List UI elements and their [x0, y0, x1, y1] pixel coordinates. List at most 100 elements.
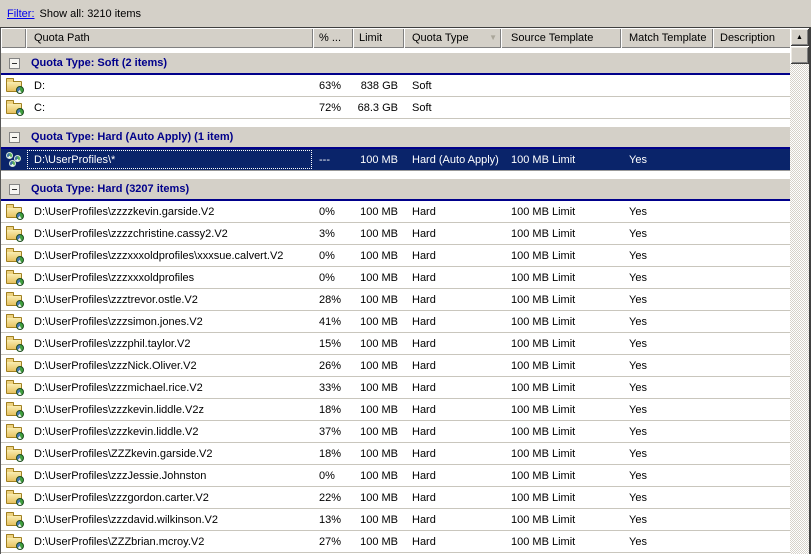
folder-quota-icon: [5, 270, 24, 286]
cell-pct: 72%: [319, 101, 342, 114]
quota-row[interactable]: C: 72% 68.3 GB Soft: [1, 97, 791, 119]
cell-limit: 100 MB: [360, 491, 398, 504]
cell-type: Hard: [412, 469, 436, 482]
quota-row[interactable]: D:\UserProfiles\zzzxxxoldprofiles 0% 100 M…: [1, 267, 791, 289]
collapse-minus-icon[interactable]: [9, 57, 20, 69]
quota-row[interactable]: D: 63% 838 GB Soft: [1, 75, 791, 97]
cell-desc: [713, 421, 791, 442]
cell-source: [501, 75, 621, 96]
cell-type: Hard: [412, 535, 436, 548]
column-header-source[interactable]: Source Template: [501, 28, 621, 48]
cell-limit: 100 MB: [360, 403, 398, 416]
collapse-minus-icon[interactable]: [9, 131, 20, 143]
quota-row[interactable]: D:\UserProfiles\zzzkevin.liddle.V2 37% 100…: [1, 421, 791, 443]
cell-limit: 100 MB: [360, 249, 398, 262]
column-header-path[interactable]: Quota Path: [26, 28, 313, 48]
quota-row[interactable]: D:\UserProfiles\zzzkevin.liddle.V2z 18% 10…: [1, 399, 791, 421]
column-header-limit[interactable]: Limit: [353, 28, 404, 48]
cell-type: Soft: [412, 79, 432, 92]
cell-match: [621, 97, 713, 118]
quota-row[interactable]: D:\UserProfiles\zzzzkevin.garside.V2 0% 10…: [1, 201, 791, 223]
cell-desc: [713, 149, 791, 170]
column-header-label: Description: [720, 32, 776, 44]
cell-source: 100 MB Limit: [511, 359, 576, 372]
column-header-desc[interactable]: Description: [713, 28, 791, 48]
cell-type: Hard: [412, 271, 436, 284]
scrollbar-track[interactable]: [790, 64, 809, 554]
quota-row[interactable]: D:\UserProfiles\ZZZbrian.mcroy.V2 27% 100 …: [1, 531, 791, 553]
quota-row[interactable]: D:\UserProfiles\zzzphil.taylor.V2 15% 100 …: [1, 333, 791, 355]
cell-pct: 33%: [319, 381, 342, 394]
cell-desc: [713, 223, 791, 244]
cell-limit: 100 MB: [360, 227, 398, 240]
cell-pct: 0%: [319, 271, 335, 284]
cell-desc: [713, 245, 791, 266]
cell-type: Hard: [412, 381, 436, 394]
cell-path: D:\UserProfiles\zzzNick.Oliver.V2: [34, 359, 197, 372]
filter-bar: Filter: Show all: 3210 items: [0, 0, 811, 28]
cell-type: Hard: [412, 293, 436, 306]
arrow-up-icon: ▲: [796, 33, 803, 41]
cell-type: Hard: [412, 249, 436, 262]
folder-quota-icon: [5, 468, 24, 484]
row-icon-cell: [1, 267, 26, 288]
cell-path: D:\UserProfiles\zzzdavid.wilkinson.V2: [34, 513, 219, 526]
cell-pct: 0%: [319, 249, 335, 262]
scroll-up-button[interactable]: ▲: [790, 28, 809, 46]
cell-match: Yes: [629, 153, 647, 166]
folder-quota-icon: [5, 100, 24, 116]
quota-row[interactable]: D:\UserProfiles\zzzNick.Oliver.V2 26% 100 …: [1, 355, 791, 377]
folder-quota-icon: [5, 78, 24, 94]
cell-source: 100 MB Limit: [511, 381, 576, 394]
quota-row[interactable]: D:\UserProfiles\zzzmichael.rice.V2 33% 100…: [1, 377, 791, 399]
row-icon-cell: [1, 201, 26, 222]
window-right-edge: [809, 28, 811, 554]
scrollbar-thumb[interactable]: [790, 46, 809, 64]
cell-pct: 63%: [319, 79, 342, 92]
row-icon-cell: [1, 421, 26, 442]
collapse-minus-icon[interactable]: [9, 183, 20, 195]
column-header-type[interactable]: Quota Type ▼: [404, 28, 501, 48]
column-header-label: Match Template: [629, 32, 707, 44]
cell-desc: [713, 531, 791, 552]
cell-type: Soft: [412, 101, 432, 114]
row-icon-cell: [1, 509, 26, 530]
vertical-scrollbar[interactable]: ▲: [790, 28, 809, 554]
cell-match: Yes: [629, 205, 647, 218]
cell-path: D:\UserProfiles\zzztrevor.ostle.V2: [34, 293, 198, 306]
quota-row[interactable]: D:\UserProfiles\ZZZkevin.garside.V2 18% 10…: [1, 443, 791, 465]
cell-path: D:\UserProfiles\zzzmichael.rice.V2: [34, 381, 203, 394]
quota-row[interactable]: D:\UserProfiles\zzzxxxoldprofiles\xxxsue…: [1, 245, 791, 267]
quota-row[interactable]: D:\UserProfiles\zzztrevor.ostle.V2 28% 100…: [1, 289, 791, 311]
column-header-match[interactable]: Match Template: [621, 28, 713, 48]
column-header-pct[interactable]: % ...: [313, 28, 353, 48]
row-icon-cell: [1, 75, 26, 96]
filter-link[interactable]: Filter:: [7, 7, 35, 20]
cell-match: Yes: [629, 315, 647, 328]
filter-summary: Show all: 3210 items: [39, 7, 142, 20]
quota-row[interactable]: D:\UserProfiles\zzzdavid.wilkinson.V2 13%…: [1, 509, 791, 531]
cell-type: Hard: [412, 315, 436, 328]
cell-limit: 100 MB: [360, 315, 398, 328]
cell-pct: 37%: [319, 425, 342, 438]
column-header-icon[interactable]: [1, 28, 26, 48]
quota-row[interactable]: D:\UserProfiles\zzzzchristine.cassy2.V2 3…: [1, 223, 791, 245]
cell-type: Hard: [412, 337, 436, 350]
quota-row[interactable]: D:\UserProfiles\* --- 100 MB Hard (Auto App…: [1, 149, 791, 171]
cell-match: Yes: [629, 469, 647, 482]
cell-desc: [713, 443, 791, 464]
quota-row[interactable]: D:\UserProfiles\zzzsimon.jones.V2 41% 100 …: [1, 311, 791, 333]
folder-quota-icon: [5, 248, 24, 264]
quota-row[interactable]: D:\UserProfiles\zzzgordon.carter.V2 22% 10…: [1, 487, 791, 509]
cell-match: Yes: [629, 271, 647, 284]
quota-list: Quota Path % ... Limit Quota Type ▼ Source Te…: [0, 28, 811, 554]
quota-row[interactable]: D:\UserProfiles\zzzJessie.Johnston 0% 100 …: [1, 465, 791, 487]
folder-quota-icon: [5, 424, 24, 440]
column-header-label: Quota Type: [412, 32, 469, 44]
column-header-row: Quota Path % ... Limit Quota Type ▼ Source Te…: [1, 28, 791, 48]
cell-path: D:\UserProfiles\zzzgordon.carter.V2: [34, 491, 209, 504]
cell-desc: [713, 333, 791, 354]
cell-limit: 100 MB: [360, 271, 398, 284]
cell-desc: [713, 267, 791, 288]
